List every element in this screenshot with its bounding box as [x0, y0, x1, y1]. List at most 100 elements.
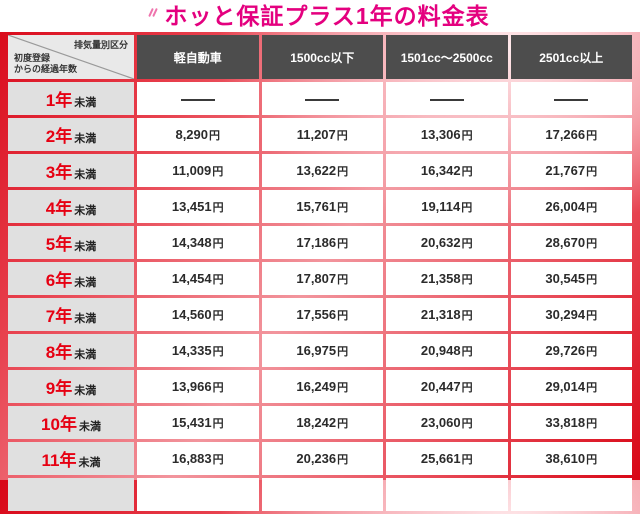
price-amount: 8,290 — [175, 126, 209, 142]
price-cell — [510, 82, 632, 115]
price-cell: 13,622円 — [261, 154, 383, 187]
yen-unit: 円 — [337, 237, 349, 250]
price-cell — [261, 478, 383, 511]
price-cell: 14,335円 — [137, 334, 259, 367]
yen-unit: 円 — [586, 453, 598, 466]
price-cell: 14,454円 — [137, 262, 259, 295]
row-year-label: 10年 — [41, 415, 77, 434]
yen-unit: 円 — [461, 201, 473, 214]
price-amount: 16,883 — [171, 450, 212, 466]
price-cell: 20,632円 — [386, 226, 508, 259]
row-header: 2年 未満 — [8, 118, 134, 151]
yen-unit: 円 — [337, 309, 349, 322]
price-amount: 38,610 — [545, 450, 586, 466]
row-suffix-label: 未満 — [78, 457, 101, 469]
price-cell: 17,807円 — [261, 262, 383, 295]
yen-unit: 円 — [212, 273, 224, 286]
price-cell: 14,348円 — [137, 226, 259, 259]
row-suffix-label: 未満 — [74, 241, 97, 253]
row-year-label: 6年 — [45, 271, 73, 290]
price-amount: 30,545 — [545, 270, 586, 286]
row-header — [8, 478, 134, 511]
row-year-label: 1年 — [45, 91, 73, 110]
row-suffix-label: 未満 — [74, 277, 97, 289]
price-amount: 30,294 — [545, 306, 586, 322]
price-amount: 14,454 — [171, 270, 212, 286]
row-suffix-label: 未満 — [74, 313, 97, 325]
price-amount: 33,818 — [545, 414, 586, 430]
empty-dash — [305, 98, 340, 101]
row-header: 5年 未満 — [8, 226, 134, 259]
price-cell: 16,975円 — [261, 334, 383, 367]
yen-unit: 円 — [212, 453, 224, 466]
table-row: 3年 未満 11,009円 13,622円 16,342円 21,767円 — [8, 154, 632, 187]
yen-unit: 円 — [461, 453, 473, 466]
price-cell: 30,545円 — [510, 262, 632, 295]
yen-unit: 円 — [212, 201, 224, 214]
price-cell: 25,661円 — [386, 442, 508, 475]
row-suffix-label: 未満 — [74, 169, 97, 181]
table-row: 4年 未満 13,451円 15,761円 19,114円 26,004円 — [8, 190, 632, 223]
price-cell: 17,266円 — [510, 118, 632, 151]
price-amount: 15,761 — [296, 198, 337, 214]
price-amount: 11,009 — [172, 162, 212, 178]
yen-unit: 円 — [586, 201, 598, 214]
price-amount: 18,242 — [296, 414, 337, 430]
page-title: ホッと保証プラス1年の料金表 — [164, 2, 490, 29]
price-cell: 15,431円 — [137, 406, 259, 439]
empty-dash — [180, 98, 215, 101]
yen-unit: 円 — [337, 165, 349, 178]
price-cell: 18,242円 — [261, 406, 383, 439]
yen-unit: 円 — [586, 165, 598, 178]
yen-unit: 円 — [212, 309, 224, 322]
price-cell: 16,342円 — [386, 154, 508, 187]
yen-unit: 円 — [337, 345, 349, 358]
table-row: 1年 未満 — [8, 82, 632, 115]
price-amount: 25,661 — [420, 450, 461, 466]
price-cell: 30,294円 — [510, 298, 632, 331]
price-amount: 26,004 — [545, 198, 586, 214]
yen-unit: 円 — [336, 129, 348, 142]
title-bar: ホッと保証プラス1年の料金表 — [0, 0, 640, 32]
row-suffix-label: 未満 — [74, 97, 97, 109]
row-suffix-label: 未満 — [74, 385, 97, 397]
row-year-label: 7年 — [45, 307, 73, 326]
row-suffix-label: 未満 — [78, 421, 101, 433]
price-cell: 20,948円 — [386, 334, 508, 367]
price-cell — [510, 478, 632, 511]
yen-unit: 円 — [586, 309, 598, 322]
row-year-label: 11年 — [41, 451, 77, 470]
yen-unit: 円 — [586, 381, 598, 394]
yen-unit: 円 — [337, 381, 349, 394]
table-row: 10年 未満 15,431円 18,242円 23,060円 33,818円 — [8, 406, 632, 439]
price-cell: 14,560円 — [137, 298, 259, 331]
price-amount: 20,632 — [420, 234, 461, 250]
price-cell: 16,249円 — [261, 370, 383, 403]
price-amount: 13,306 — [420, 126, 461, 142]
column-header: 2501cc以上 — [510, 35, 632, 79]
row-header: 10年 未満 — [8, 406, 134, 439]
table-row: 9年 未満 13,966円 16,249円 20,447円 29,014円 — [8, 370, 632, 403]
corner-cell: 排気量別区分 初度登録 からの経過年数 — [8, 35, 134, 79]
yen-unit: 円 — [461, 237, 473, 250]
yen-unit: 円 — [586, 129, 598, 142]
table-row: 5年 未満 14,348円 17,186円 20,632円 28,670円 — [8, 226, 632, 259]
row-header: 6年 未満 — [8, 262, 134, 295]
yen-unit: 円 — [212, 345, 224, 358]
price-amount: 21,767 — [545, 162, 586, 178]
price-cell — [137, 82, 259, 115]
yen-unit: 円 — [212, 381, 224, 394]
price-cell: 26,004円 — [510, 190, 632, 223]
table-row: 11年 未満 16,883円 20,236円 25,661円 38,610円 — [8, 442, 632, 475]
yen-unit: 円 — [212, 165, 224, 178]
price-cell: 21,318円 — [386, 298, 508, 331]
price-cell: 33,818円 — [510, 406, 632, 439]
price-cell: 28,670円 — [510, 226, 632, 259]
price-amount: 16,342 — [420, 162, 461, 178]
yen-unit: 円 — [461, 381, 473, 394]
yen-unit: 円 — [461, 129, 473, 142]
yen-unit: 円 — [337, 201, 349, 214]
yen-unit: 円 — [212, 417, 224, 430]
yen-unit: 円 — [586, 345, 598, 358]
column-header: 軽自動車 — [137, 35, 259, 79]
